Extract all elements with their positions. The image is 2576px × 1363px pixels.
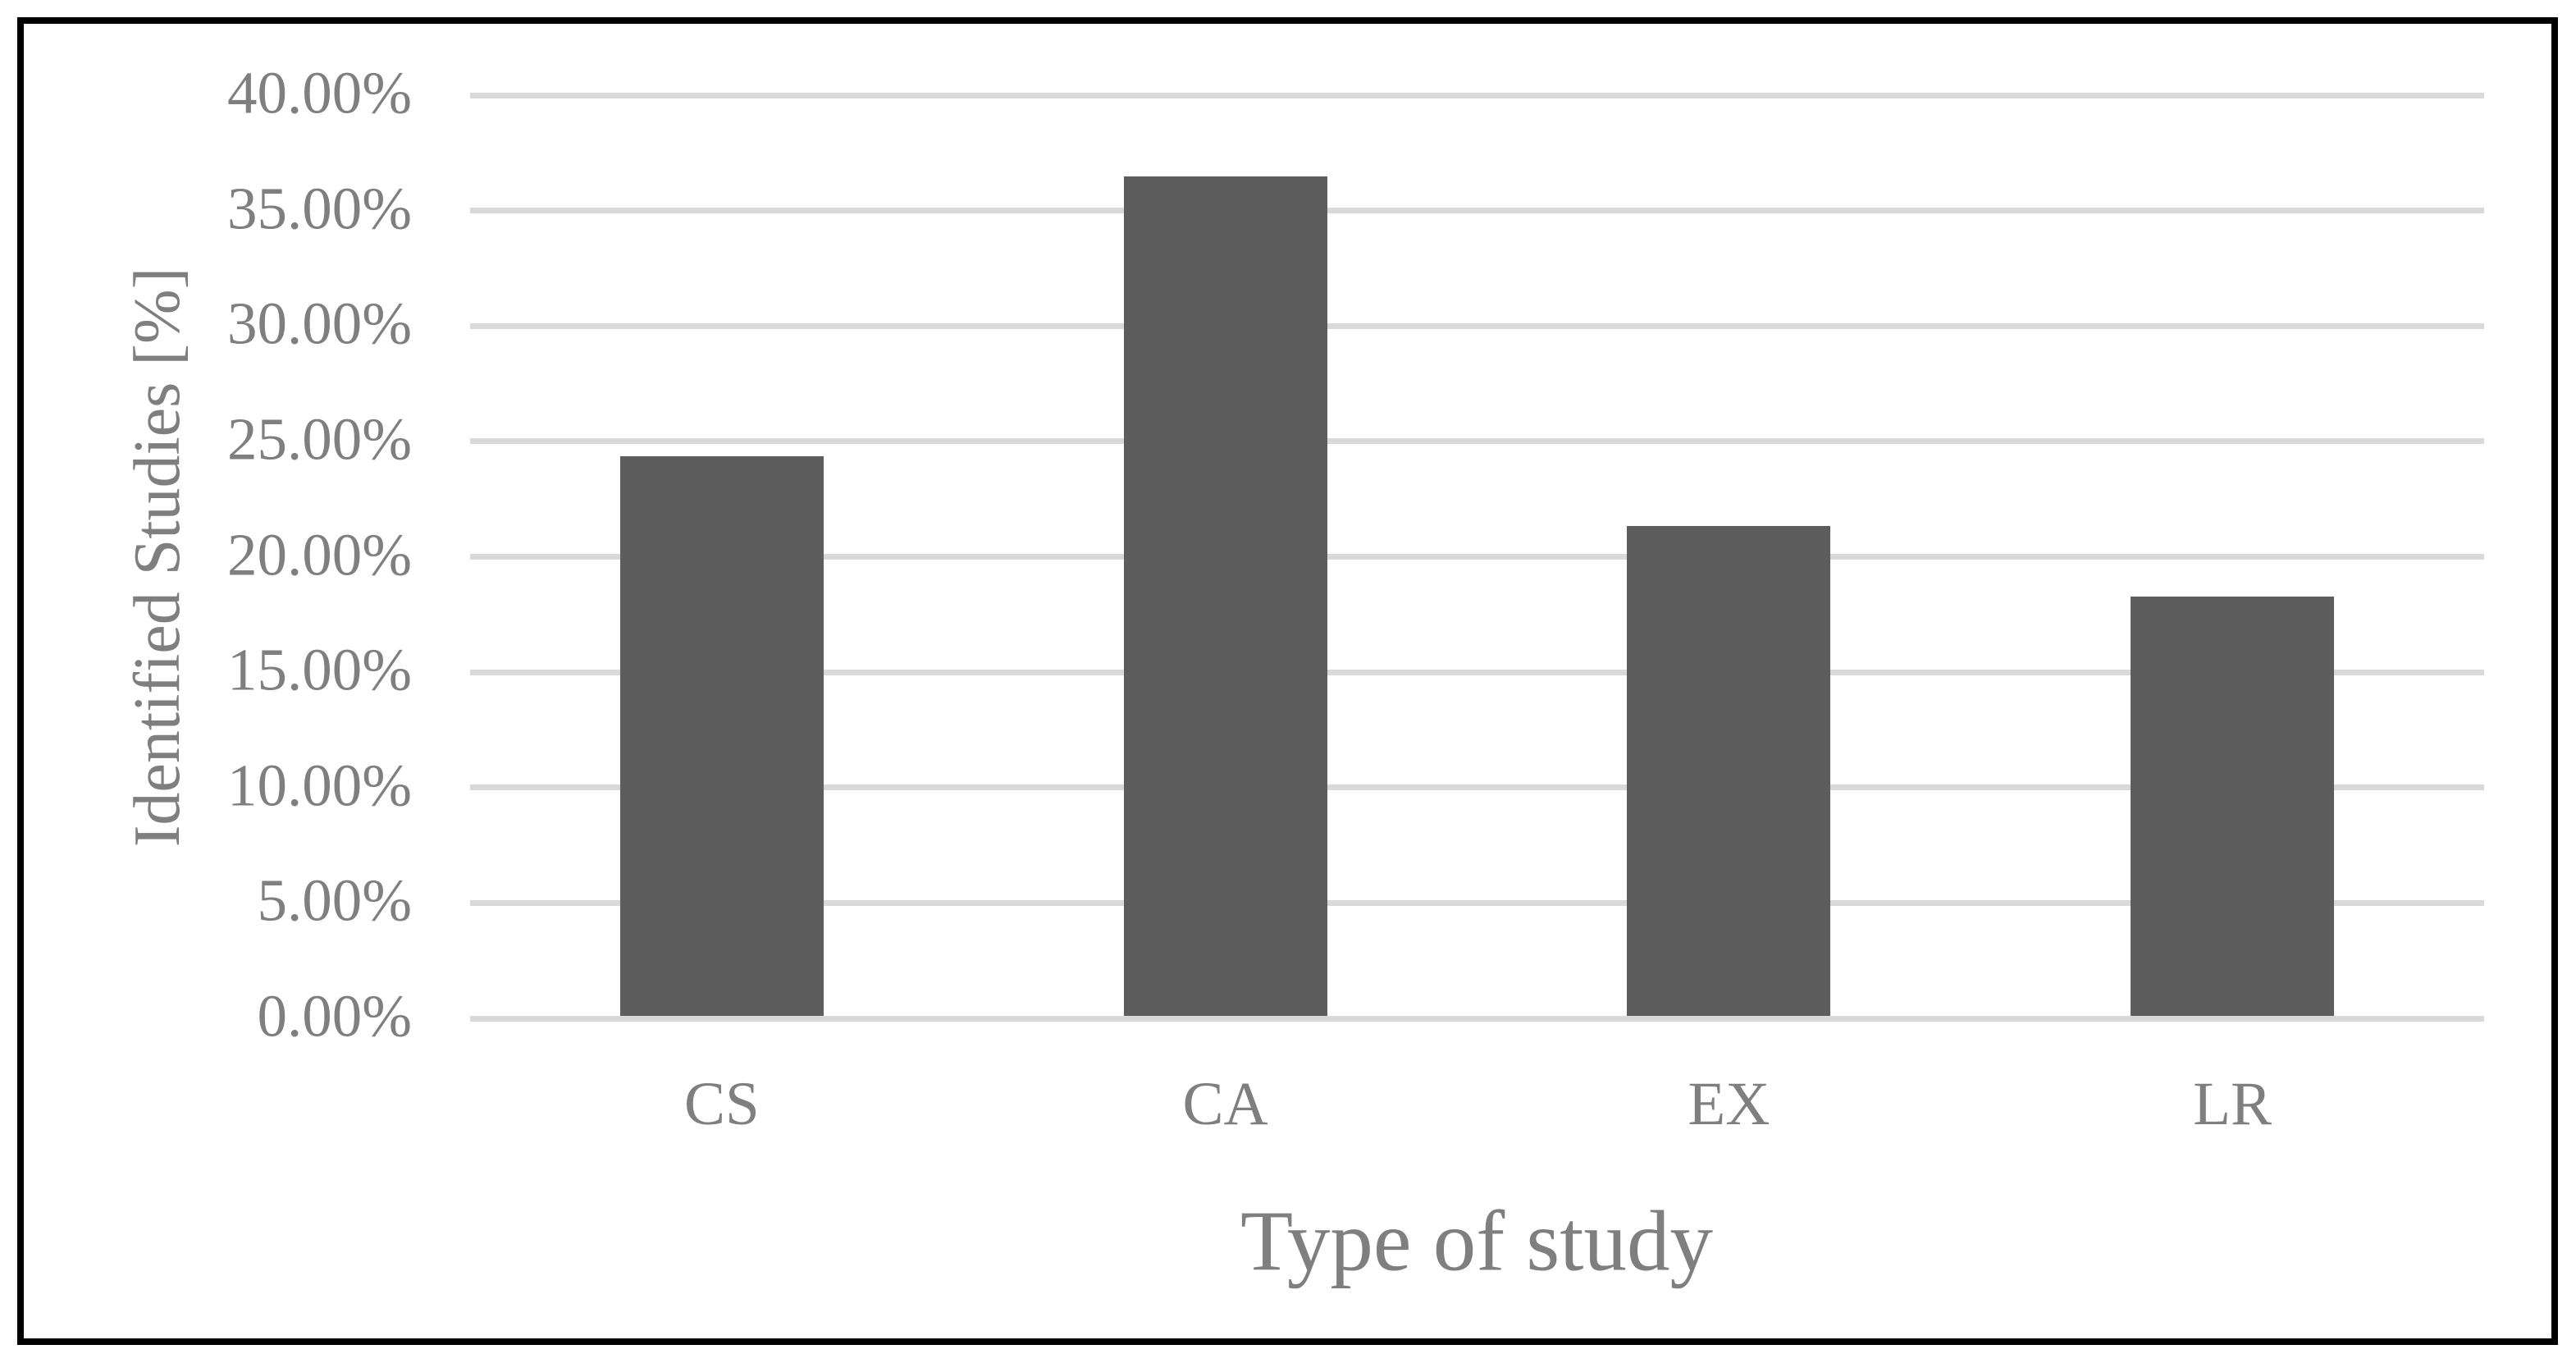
x-axis-category-label: CS xyxy=(684,1070,760,1138)
gridline xyxy=(470,899,2484,906)
y-axis-tick-label: 35.00% xyxy=(226,175,412,242)
gridline xyxy=(470,1015,2484,1022)
x-axis-category-label: EX xyxy=(1688,1070,1770,1138)
gridline xyxy=(470,669,2484,675)
gridline xyxy=(470,784,2484,791)
gridline xyxy=(470,92,2484,98)
y-axis-tick-label: 10.00% xyxy=(226,752,412,819)
y-axis-tick-label: 15.00% xyxy=(226,636,412,703)
x-axis-category-label: CA xyxy=(1182,1070,1268,1138)
gridline xyxy=(470,208,2484,214)
y-axis-tick-label: 0.00% xyxy=(257,982,412,1050)
gridline xyxy=(470,554,2484,560)
y-axis-tick-label: 25.00% xyxy=(226,405,412,473)
bar-ex xyxy=(1627,526,1830,1016)
bar-lr xyxy=(2131,597,2334,1016)
x-axis-category-label: LR xyxy=(2193,1070,2272,1138)
y-axis-tick-label: 30.00% xyxy=(226,290,412,357)
bar-cs xyxy=(620,456,824,1016)
gridline xyxy=(470,438,2484,445)
y-axis-tick-label: 40.00% xyxy=(226,59,412,126)
y-axis-tick-label: 20.00% xyxy=(226,521,412,588)
x-axis-title-text: Type of study xyxy=(1240,1192,1713,1289)
gridline xyxy=(470,322,2484,329)
y-axis-title-text: Identified Studies [%] xyxy=(121,267,194,848)
bar-ca xyxy=(1124,176,1327,1016)
y-axis-tick-label: 5.00% xyxy=(257,867,412,934)
